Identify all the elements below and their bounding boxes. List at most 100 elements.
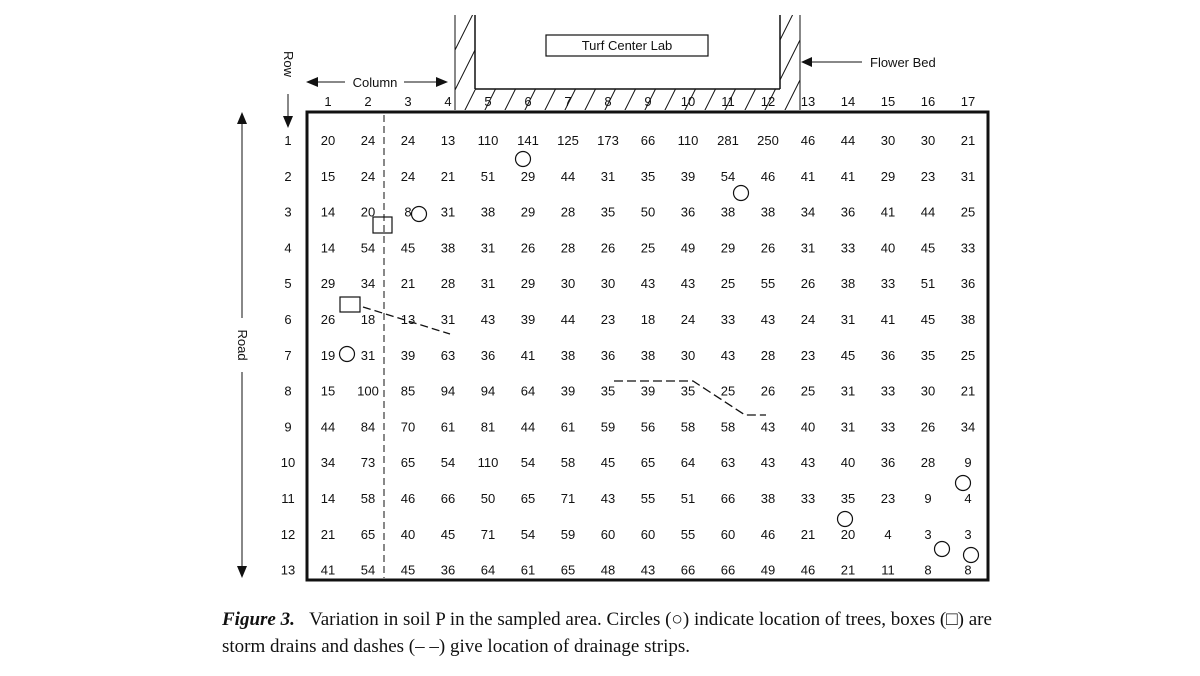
soil-p-value: 281	[717, 133, 739, 148]
soil-p-value: 8	[404, 205, 411, 220]
soil-p-value: 21	[401, 276, 415, 291]
road-arrowhead-top	[237, 112, 247, 124]
soil-p-value: 34	[801, 205, 815, 220]
soil-p-value: 49	[681, 240, 695, 255]
soil-p-value: 26	[761, 240, 775, 255]
soil-p-value: 41	[881, 312, 895, 327]
soil-p-value: 14	[321, 491, 335, 506]
soil-p-value: 31	[441, 205, 455, 220]
soil-p-value: 23	[801, 348, 815, 363]
soil-p-value: 59	[561, 527, 575, 542]
row-number: 3	[284, 205, 291, 220]
soil-p-value: 44	[921, 205, 935, 220]
drainage-strip-row6	[362, 306, 451, 335]
soil-p-value: 61	[521, 563, 535, 578]
soil-p-value: 39	[561, 384, 575, 399]
soil-p-value: 50	[481, 491, 495, 506]
soil-p-value: 40	[881, 240, 895, 255]
soil-p-value: 3	[924, 527, 931, 542]
soil-p-value: 58	[361, 491, 375, 506]
soil-p-value: 39	[401, 348, 415, 363]
soil-p-value: 4	[964, 491, 971, 506]
soil-p-value: 31	[841, 419, 855, 434]
row-number: 1	[284, 133, 291, 148]
caption-text: Variation in soil P in the sampled area.…	[222, 609, 992, 657]
column-number: 10	[681, 94, 695, 109]
soil-p-value: 20	[321, 133, 335, 148]
soil-p-value: 94	[481, 384, 495, 399]
soil-p-value: 141	[517, 133, 539, 148]
column-number: 6	[524, 94, 531, 109]
soil-p-value: 21	[441, 169, 455, 184]
soil-p-value: 29	[521, 169, 535, 184]
soil-p-value: 36	[881, 348, 895, 363]
soil-p-value: 15	[321, 169, 335, 184]
soil-p-value: 46	[761, 169, 775, 184]
soil-p-value: 49	[761, 563, 775, 578]
soil-p-value: 56	[641, 419, 655, 434]
soil-p-value: 81	[481, 419, 495, 434]
column-number: 12	[761, 94, 775, 109]
soil-p-value: 71	[561, 491, 575, 506]
soil-p-value: 54	[441, 455, 455, 470]
soil-p-value: 31	[361, 348, 375, 363]
soil-p-value: 21	[801, 527, 815, 542]
soil-p-value: 28	[441, 276, 455, 291]
soil-p-value: 61	[561, 419, 575, 434]
soil-p-value: 24	[361, 169, 375, 184]
soil-p-value: 33	[881, 419, 895, 434]
soil-p-value: 33	[801, 491, 815, 506]
soil-p-value: 35	[681, 384, 695, 399]
soil-p-value: 24	[361, 133, 375, 148]
soil-p-value: 31	[961, 169, 975, 184]
soil-p-value: 43	[641, 563, 655, 578]
soil-p-value: 19	[321, 348, 335, 363]
soil-p-value: 8	[924, 563, 931, 578]
soil-p-value: 71	[481, 527, 495, 542]
soil-p-value: 41	[321, 563, 335, 578]
soil-p-value: 36	[841, 205, 855, 220]
soil-p-value: 20	[841, 527, 855, 542]
soil-p-value: 9	[964, 455, 971, 470]
soil-p-value: 38	[561, 348, 575, 363]
soil-p-value: 39	[641, 384, 655, 399]
soil-p-grid-diagram: Turf Center Lab Flower Bed Column Row Ro…	[235, 15, 990, 582]
soil-p-value: 73	[361, 455, 375, 470]
soil-p-value: 43	[801, 455, 815, 470]
storm-drain-box	[372, 216, 393, 234]
storm-drain-box	[339, 296, 361, 313]
soil-p-value: 25	[641, 240, 655, 255]
soil-p-value: 13	[441, 133, 455, 148]
column-number: 15	[881, 94, 895, 109]
tree-circle	[410, 205, 428, 223]
soil-p-value: 26	[761, 384, 775, 399]
soil-p-value: 51	[681, 491, 695, 506]
soil-p-value: 34	[961, 419, 975, 434]
soil-p-value: 38	[841, 276, 855, 291]
soil-p-value: 66	[641, 133, 655, 148]
soil-p-value: 26	[801, 276, 815, 291]
soil-p-value: 45	[401, 563, 415, 578]
soil-p-value: 26	[921, 419, 935, 434]
soil-p-value: 25	[721, 384, 735, 399]
soil-p-value: 36	[681, 205, 695, 220]
flower-bed-label: Flower Bed	[870, 55, 936, 70]
soil-p-value: 43	[721, 348, 735, 363]
soil-p-value: 58	[681, 419, 695, 434]
row-number: 4	[284, 240, 291, 255]
soil-p-value: 39	[681, 169, 695, 184]
soil-p-value: 31	[801, 240, 815, 255]
soil-p-value: 54	[361, 563, 375, 578]
row-label: Row	[281, 51, 296, 78]
soil-p-value: 33	[961, 240, 975, 255]
soil-p-value: 21	[961, 384, 975, 399]
soil-p-value: 9	[924, 491, 931, 506]
flower-bed	[454, 15, 801, 110]
soil-p-value: 41	[801, 169, 815, 184]
soil-p-value: 28	[561, 205, 575, 220]
soil-p-value: 24	[681, 312, 695, 327]
soil-p-value: 35	[641, 169, 655, 184]
soil-p-value: 35	[601, 205, 615, 220]
soil-p-value: 25	[721, 276, 735, 291]
